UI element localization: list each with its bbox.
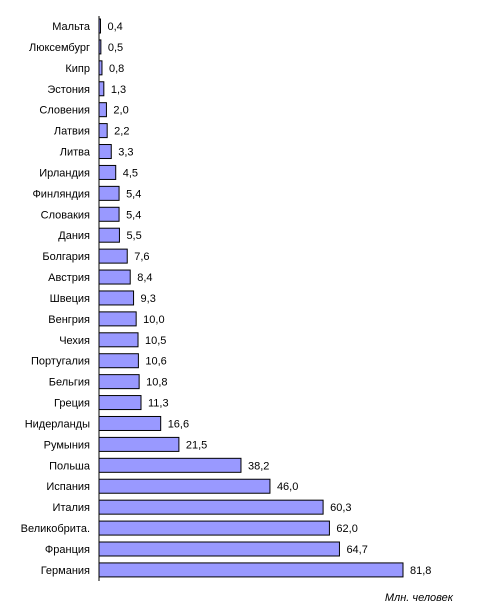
- value-label: 10,0: [143, 314, 164, 326]
- bar: [98, 81, 105, 97]
- value-label: 8,4: [137, 272, 152, 284]
- bar: [98, 374, 140, 390]
- category-label: Нидерланды: [25, 418, 90, 430]
- value-label: 5,5: [126, 230, 141, 242]
- category-label: Финляндия: [32, 188, 90, 200]
- bar: [98, 290, 135, 306]
- category-label: Франция: [45, 544, 90, 556]
- category-label: Бельгия: [49, 377, 90, 389]
- bar: [98, 123, 108, 139]
- value-label: 0,8: [109, 63, 124, 75]
- category-label: Австрия: [48, 272, 90, 284]
- category-label: Румыния: [44, 439, 90, 451]
- value-label: 2,2: [114, 126, 129, 138]
- category-label: Эстония: [47, 84, 90, 96]
- bar: [98, 144, 112, 160]
- bar: [98, 520, 330, 536]
- bar: [98, 478, 271, 494]
- category-label: Португалия: [31, 356, 90, 368]
- bar: [98, 415, 162, 431]
- category-label: Словения: [39, 105, 90, 117]
- value-label: 64,7: [346, 544, 367, 556]
- bar: [98, 395, 142, 411]
- category-label: Люксембург: [29, 42, 90, 54]
- value-label: 0,5: [108, 42, 123, 54]
- bar: [98, 227, 120, 243]
- value-label: 1,3: [111, 84, 126, 96]
- value-label: 2,0: [113, 105, 128, 117]
- value-label: 7,6: [134, 251, 149, 263]
- value-label: 0,4: [107, 21, 122, 33]
- category-label: Германия: [41, 565, 90, 577]
- bar: [98, 436, 180, 452]
- bar: [98, 562, 404, 578]
- bar: [98, 353, 139, 369]
- bar: [98, 269, 131, 285]
- category-label: Венгрия: [48, 314, 90, 326]
- value-label: 10,5: [145, 335, 166, 347]
- category-label: Швеция: [50, 293, 90, 305]
- category-label: Ирландия: [39, 167, 90, 179]
- bar: [98, 499, 324, 515]
- value-label: 46,0: [277, 481, 298, 493]
- bar: [98, 206, 120, 222]
- category-label: Великобрита.: [21, 523, 90, 535]
- category-label: Польша: [49, 460, 91, 472]
- category-label: Италия: [53, 502, 91, 514]
- category-label: Греция: [54, 398, 90, 410]
- value-label: 10,6: [145, 356, 166, 368]
- value-label: 62,0: [336, 523, 357, 535]
- value-label: 9,3: [141, 293, 156, 305]
- bar: [98, 457, 242, 473]
- category-label: Болгария: [42, 251, 90, 263]
- value-label: 60,3: [330, 502, 351, 514]
- category-label: Дания: [58, 230, 90, 242]
- bar: [98, 311, 137, 327]
- value-label: 4,5: [123, 167, 138, 179]
- category-label: Литва: [60, 147, 91, 159]
- bar: [98, 102, 107, 118]
- category-label: Испания: [46, 481, 90, 493]
- value-label: 5,4: [126, 209, 141, 221]
- category-label: Словакия: [41, 209, 90, 221]
- category-label: Кипр: [65, 63, 90, 75]
- category-label: Латвия: [54, 126, 90, 138]
- value-label: 11,3: [148, 398, 169, 410]
- value-label: 16,6: [168, 418, 189, 430]
- bar: [98, 248, 128, 264]
- value-label: 10,8: [146, 377, 167, 389]
- bar: [98, 541, 340, 557]
- value-label: 38,2: [248, 460, 269, 472]
- value-label: 21,5: [186, 439, 207, 451]
- bar: [98, 164, 117, 180]
- bars-layer: Мальта 0,4 Люксембург 0,5 Кипр 0,8 Эстония 1,3 С…: [21, 18, 431, 578]
- unit-label: Млн. человек: [385, 592, 454, 604]
- category-label: Чехия: [59, 335, 90, 347]
- value-label: 81,8: [410, 565, 431, 577]
- value-label: 5,4: [126, 188, 141, 200]
- bar: [98, 185, 120, 201]
- bar: [98, 332, 139, 348]
- category-label: Мальта: [52, 21, 91, 33]
- value-label: 3,3: [118, 147, 133, 159]
